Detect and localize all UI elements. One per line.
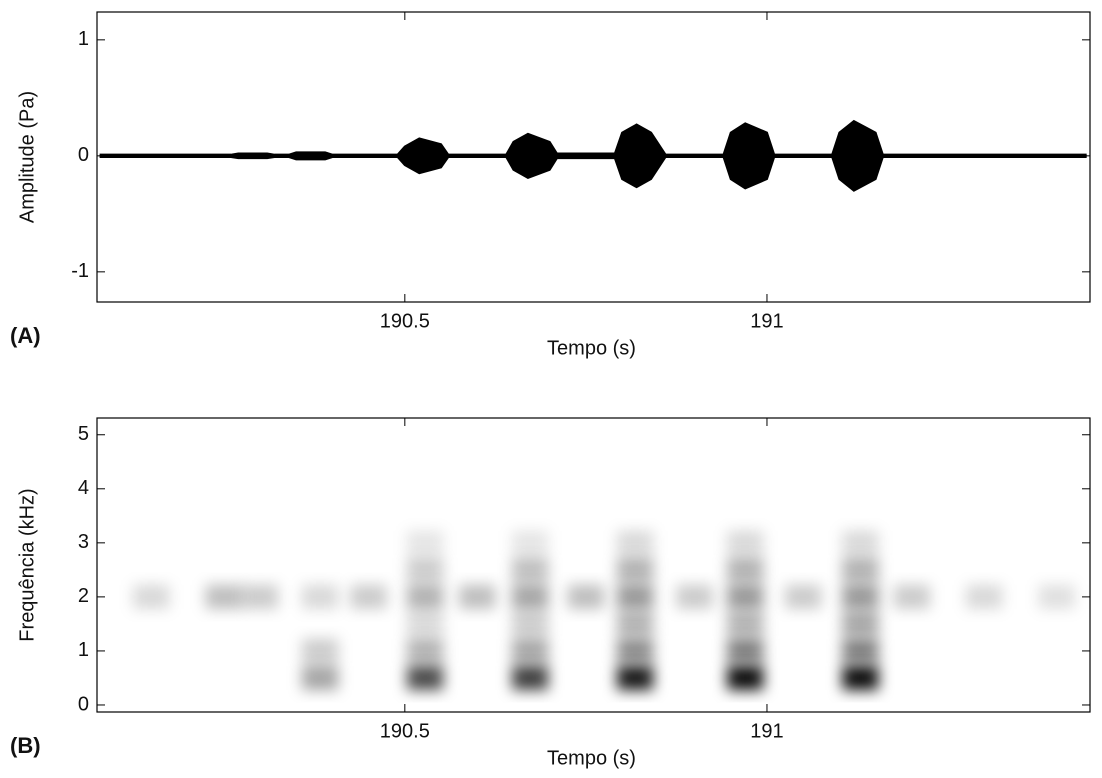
spectrogram-cell [406,530,444,556]
x-axis-label: Tempo (s) [547,747,636,769]
y-tick-label: 4 [78,477,89,499]
x-tick-label: 190.5 [380,720,430,742]
spectrogram-cell [350,584,387,610]
y-tick-label: 0 [78,693,89,715]
spectrogram-cell [617,665,654,691]
spectrogram-cell [205,584,242,610]
spectrogram-cell [617,611,654,637]
spectrogram-cell [406,611,444,637]
x-axis-label: Tempo (s) [547,337,636,359]
x-tick-label: 191 [750,720,783,742]
spectrogram-cell [567,584,605,610]
spectrogram-cell [512,638,549,664]
spectrogram-cell [727,638,764,664]
spectrogram-cell [459,584,496,610]
spectrogram-cell [842,584,879,610]
spectrogram-cell [727,557,764,583]
axes-frame [96,11,1091,303]
y-tick-label: 3 [78,531,89,553]
panel-label: (A) [10,323,41,348]
spectrogram-cell [301,638,339,664]
spectrogram-cell [406,584,444,610]
spectrogram-cell [617,557,654,583]
spectrogram-cell [966,584,1003,610]
spectrogram-cell [512,665,549,691]
spectrogram-cell [301,665,339,691]
plot-area [133,530,1075,691]
panel-label: (B) [10,733,41,758]
x-tick-label: 191 [750,310,783,332]
spectrogram-cell [512,611,549,637]
spectrogram-cell [893,584,930,610]
spectrogram-cell [406,665,444,691]
spectrogram-cell [1038,584,1075,610]
spectrogram-cell [727,665,764,691]
spectrogram-cell [512,584,549,610]
y-tick-label: 5 [78,423,89,445]
spectrogram-cell [133,584,170,610]
spectrogram-cell [727,584,764,610]
spectrogram-cell [617,530,654,556]
spectrogram-cell [842,557,879,583]
spectrogram-cell [617,584,654,610]
spectrogram-cell [406,638,444,664]
plot-area [99,119,1087,192]
y-axis-label: Frequência (kHz) [16,488,38,641]
spectrogram-cell [785,584,822,610]
waveform [99,119,1087,157]
waveform [99,154,1087,192]
spectrogram-cell [842,638,879,664]
y-tick-label: 1 [78,28,89,50]
spectrogram-cell [727,530,764,556]
spectrogram-cell [617,638,654,664]
y-tick-label: 0 [78,144,89,166]
spectrogram-cell [301,584,339,610]
y-tick-label: 1 [78,639,89,661]
spectrogram-cell [241,584,279,610]
spectrogram-cell [727,611,764,637]
spectrogram-cell [842,530,879,556]
spectrogram-cell [406,557,444,583]
axes-frame [96,417,1091,713]
x-tick-label: 190.5 [380,310,430,332]
y-axis-label: Amplitude (Pa) [16,91,38,223]
spectrogram-cell [676,584,713,610]
y-tick-label: -1 [71,260,89,282]
spectrogram-cell [512,557,549,583]
y-tick-label: 2 [78,585,89,607]
spectrogram-cell [842,665,879,691]
spectrogram-cell [512,530,549,556]
spectrogram-cell [842,611,879,637]
